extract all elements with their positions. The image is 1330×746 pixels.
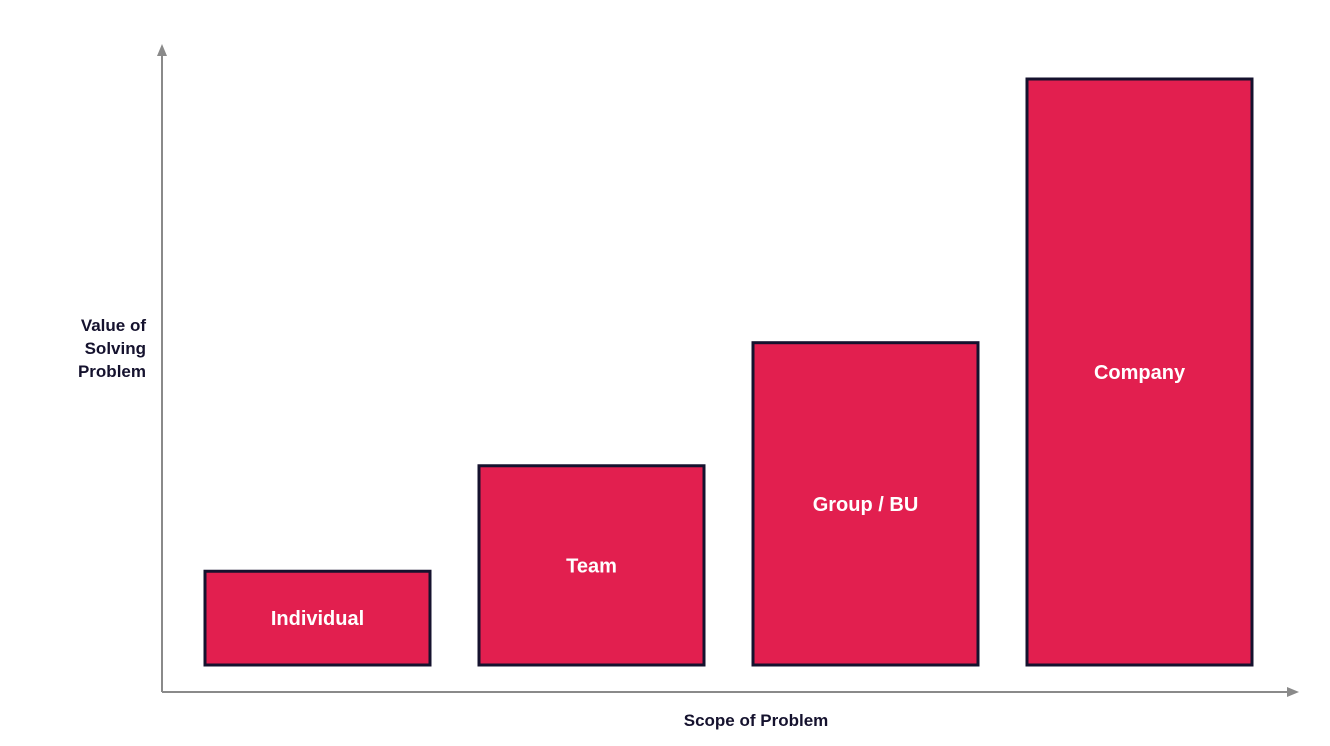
bar-company bbox=[1025, 77, 1254, 667]
bar-group-bu bbox=[751, 341, 980, 667]
x-axis-title: Scope of Problem bbox=[684, 711, 829, 730]
bar-label-team: Team bbox=[566, 555, 617, 577]
x-axis-arrowhead bbox=[1287, 687, 1299, 697]
bar-label-company: Company bbox=[1094, 362, 1186, 384]
y-axis-title: Value of Solving Problem bbox=[78, 316, 146, 381]
bar-individual bbox=[203, 569, 432, 667]
bar-label-individual: Individual bbox=[271, 608, 364, 630]
y-axis-title-line: Problem bbox=[78, 362, 146, 381]
y-axis-arrowhead bbox=[157, 44, 167, 56]
bar-label-group-bu: Group / BU bbox=[813, 494, 919, 516]
y-axis-title-line: Value of bbox=[81, 316, 147, 335]
bars-group: Individual Team Group / BU Company bbox=[203, 77, 1254, 667]
y-axis-title-line: Solving bbox=[85, 339, 146, 358]
bar-team bbox=[477, 464, 706, 667]
